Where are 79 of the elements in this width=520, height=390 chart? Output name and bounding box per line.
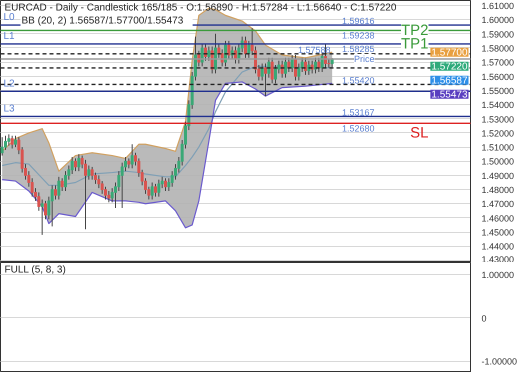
candlestick xyxy=(294,54,297,82)
candlestick xyxy=(0,136,4,156)
y-tick-label: 1.50000 xyxy=(482,156,514,167)
chart-title: FULL (5, 8, 3) xyxy=(4,264,66,276)
y-tick-label: 1.44000 xyxy=(482,242,514,252)
candlestick xyxy=(50,184,54,227)
candlestick xyxy=(74,158,77,172)
y-tick-label: 1.57000 xyxy=(482,58,514,68)
candlestick xyxy=(150,182,154,200)
y-tick-label: -1.00000 xyxy=(482,356,518,367)
candlestick xyxy=(274,64,277,84)
text: BB (20, 2) 1.56587/1.57700/1.55473 xyxy=(22,16,184,26)
candlestick xyxy=(164,178,167,192)
y-tick-label: 1.52000 xyxy=(482,128,514,138)
candlestick xyxy=(154,183,157,198)
candlestick xyxy=(270,57,274,84)
candlestick xyxy=(127,158,130,169)
candlestick xyxy=(314,57,317,74)
y-tick-label: 1.48000 xyxy=(482,185,514,196)
candlestick xyxy=(57,176,60,200)
ref-line-label: 1.58285 xyxy=(342,44,375,54)
candlestick xyxy=(107,190,110,203)
y-tick-label: 1.47000 xyxy=(482,199,514,210)
candlestick xyxy=(287,57,290,73)
y-tick-label: 1.51000 xyxy=(482,142,514,153)
candlestick xyxy=(90,166,94,180)
candlestick xyxy=(157,179,160,198)
candlestick xyxy=(60,178,64,192)
candlestick xyxy=(10,135,14,149)
candlestick xyxy=(317,57,320,73)
text: 1.57700 xyxy=(431,48,468,59)
y-tick-label: 1.45000 xyxy=(482,228,514,238)
text: 1.56587 xyxy=(431,76,468,87)
candlestick xyxy=(290,54,294,73)
text: 1.55473 xyxy=(431,90,468,101)
candlestick xyxy=(214,33,217,74)
text: SL xyxy=(410,124,429,142)
y-tick-label: 1.53000 xyxy=(482,114,514,124)
candlestick xyxy=(14,135,17,148)
candlestick xyxy=(54,184,57,200)
y-tick-label: 1.00000 xyxy=(482,270,514,280)
text: TP2 xyxy=(400,22,429,39)
candlestick xyxy=(280,60,284,78)
candlestick xyxy=(200,43,204,67)
ref-line-label: 1.55420 xyxy=(342,75,375,86)
y-tick-label: 1.55000 xyxy=(482,86,514,96)
candlestick xyxy=(77,154,80,172)
y-tick-label: 1.46000 xyxy=(482,213,514,224)
candlestick xyxy=(40,198,44,236)
text: TP1 xyxy=(400,35,429,52)
ref-line-label: Price xyxy=(354,54,375,64)
candlestick xyxy=(207,46,210,62)
candlestick xyxy=(87,164,90,180)
ref-line-label: 1.59238 xyxy=(342,30,375,40)
annotation: L1 xyxy=(4,30,16,42)
candlestick xyxy=(227,40,230,60)
y-tick-label: 1.54000 xyxy=(482,100,514,110)
annotation: L3 xyxy=(4,103,16,114)
ref-line-label: 1.59616 xyxy=(342,16,375,26)
text: 1.57220 xyxy=(431,62,468,73)
ref-line-label: 1.53167 xyxy=(342,107,375,118)
y-tick-label: 1.58000 xyxy=(482,43,514,54)
candlestick xyxy=(284,57,287,78)
candlestick xyxy=(304,57,307,76)
y-tick-label: 1.49000 xyxy=(482,170,514,181)
y-tick-label: 0 xyxy=(482,313,487,324)
y-tick-label: 1.61000 xyxy=(482,0,514,11)
candlestick xyxy=(264,63,267,97)
y-tick-label: 1.56000 xyxy=(482,72,514,82)
candlestick xyxy=(84,159,87,230)
annotation: L2 xyxy=(4,78,16,90)
line-series xyxy=(2,81,333,228)
candlestick xyxy=(7,134,10,146)
y-tick-label: 1.60000 xyxy=(482,15,514,26)
candlestick xyxy=(130,144,134,169)
annotation: L0 xyxy=(4,12,16,24)
chart-title: EURCAD - Daily - Candlestick 165/185 - O:1.56890 - H:1.57284 - L:1.56640 - C:1.57220 xyxy=(4,2,397,14)
y-tick-label: 1.59000 xyxy=(482,29,514,40)
ref-line-label: 1.52680 xyxy=(342,123,375,134)
